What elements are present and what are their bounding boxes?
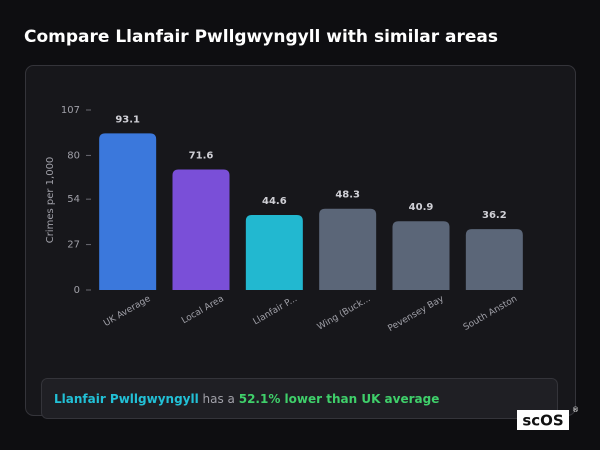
value-label: 36.2: [482, 210, 507, 221]
value-label: 93.1: [115, 114, 140, 125]
chart-title: Compare Llanfair Pwllgwyngyll with simil…: [24, 27, 498, 47]
logo: scOS: [522, 412, 563, 430]
bar: [319, 208, 377, 290]
value-label: 48.3: [335, 190, 360, 201]
value-label: 40.9: [409, 202, 434, 213]
y-tick-label: 27: [67, 240, 80, 251]
bar: [172, 169, 230, 290]
summary-area: Llanfair Pwllgwyngyll: [54, 392, 199, 406]
bar: [392, 221, 450, 290]
y-tick-label: 107: [61, 105, 80, 116]
y-axis-label: Crimes per 1,000: [45, 157, 56, 244]
y-tick-label: 80: [67, 150, 80, 161]
bar: [465, 229, 523, 290]
summary-middle: has a: [199, 392, 239, 406]
logo-mark: ®: [572, 406, 579, 414]
value-label: 44.6: [262, 196, 287, 207]
summary-box: [41, 378, 558, 419]
y-tick-label: 54: [67, 194, 80, 205]
y-tick-label: 0: [74, 285, 80, 296]
logo-box: [517, 410, 569, 430]
value-label: 71.6: [189, 151, 214, 162]
summary-text: Llanfair Pwllgwyngyll has a 52.1% lower …: [54, 392, 439, 406]
bar: [245, 214, 303, 290]
summary-highlight: 52.1% lower than UK average: [239, 392, 440, 406]
bar: [99, 133, 157, 290]
